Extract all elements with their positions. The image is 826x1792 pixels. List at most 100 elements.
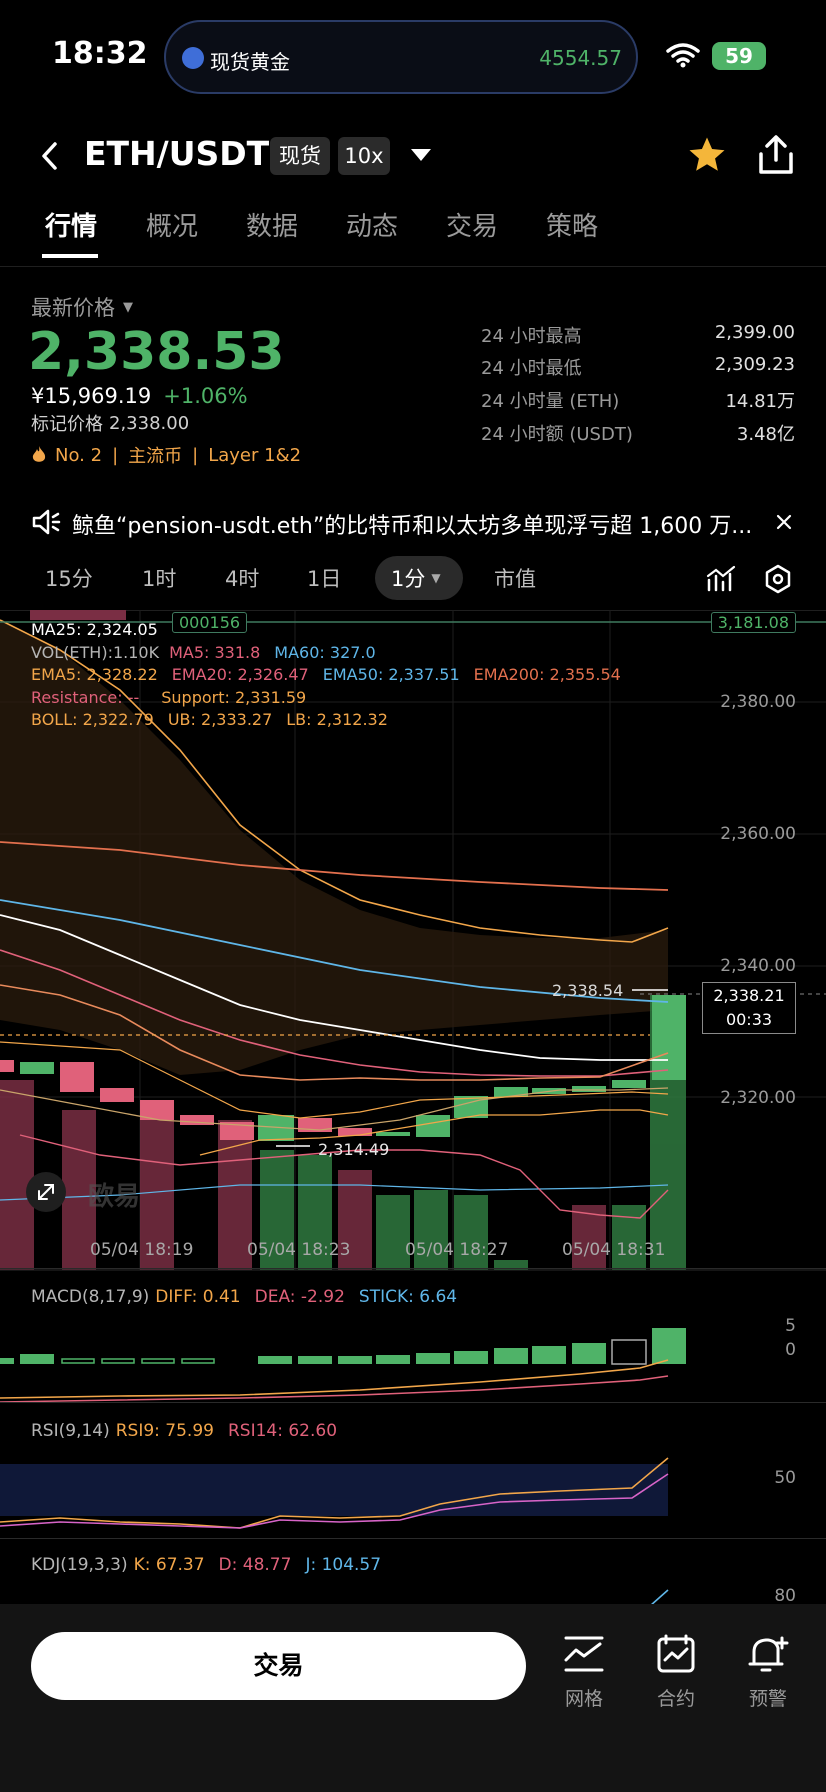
kdj-legend: KDJ(19,3,3) K: 67.37 D: 48.77 J: 104.57 bbox=[31, 1555, 381, 1575]
stat-high-value: 2,399.00 bbox=[714, 322, 795, 343]
bollinger-band-area bbox=[0, 620, 668, 1075]
tab-trade[interactable]: 交易 bbox=[446, 212, 499, 242]
time-axis-label: 05/04 18:19 bbox=[90, 1240, 194, 1260]
close-icon[interactable] bbox=[776, 514, 792, 530]
rsi9-value: RSI9: 75.99 bbox=[115, 1421, 214, 1441]
time-axis-label: 05/04 18:31 bbox=[562, 1240, 666, 1260]
category-layer[interactable]: Layer 1&2 bbox=[208, 444, 302, 466]
fullscreen-button[interactable] bbox=[26, 1172, 66, 1212]
timeframe-1m[interactable]: 1分 ▼ bbox=[391, 563, 441, 593]
candle-countdown: 00:33 bbox=[725, 1010, 773, 1029]
ma60-line bbox=[0, 1184, 669, 1201]
ma25-legend: MA25: 2,324.05 bbox=[31, 620, 158, 639]
last-price-marker-price: 2,338.21 bbox=[713, 986, 785, 1005]
top-line-tag: 000156 bbox=[172, 612, 248, 633]
active-tab-indicator bbox=[42, 254, 98, 258]
macd-chart bbox=[0, 1328, 686, 1403]
ema50-line bbox=[0, 899, 669, 1003]
mark-price: 2,338.00 bbox=[109, 412, 190, 434]
ema-legend-row: EMA5: 2,328.22 EMA20: 2,326.47 EMA50: 2,… bbox=[31, 665, 621, 684]
low-price-label: 2,314.49 bbox=[318, 1140, 390, 1159]
trade-button[interactable]: 交易 bbox=[31, 1632, 526, 1700]
tab-strategy[interactable]: 策略 bbox=[546, 212, 599, 242]
gold-ticker-icon bbox=[182, 47, 204, 69]
chart-top-divider bbox=[0, 610, 826, 611]
stat-turnover-label: 24 小时额 (USDT) bbox=[481, 424, 633, 445]
ma25-line bbox=[0, 914, 668, 1061]
rank-sep: | bbox=[112, 444, 119, 466]
macd-dea: DEA: -2.92 bbox=[254, 1287, 345, 1307]
vol-legend-row: VOL(ETH):1.10K MA5: 331.8 MA60: 327.0 bbox=[31, 643, 376, 662]
latest-price-label[interactable]: 最新价格 ▼ bbox=[31, 292, 133, 322]
sr-legend-row: Resistance: -- Support: 2,331.59 bbox=[31, 688, 306, 707]
contract-label[interactable]: 合约 bbox=[656, 1688, 695, 1710]
last-price-marker: 2,338.21 00:33 bbox=[702, 982, 796, 1034]
macd-axis-label: 5 bbox=[785, 1316, 796, 1336]
tab-market[interactable]: 行情 bbox=[45, 212, 98, 242]
timeframe-1h[interactable]: 1时 bbox=[142, 567, 177, 591]
category-mainstream[interactable]: 主流币 bbox=[128, 446, 183, 467]
ema5-legend: EMA5: 2,328.22 bbox=[31, 665, 158, 684]
macd-stick: STICK: 6.64 bbox=[358, 1287, 458, 1307]
macd-divider bbox=[0, 1268, 826, 1269]
ub-line bbox=[0, 619, 669, 943]
pair-title[interactable]: ETH/USDT bbox=[84, 134, 270, 173]
top-right-tag: 3,181.08 bbox=[710, 612, 796, 633]
tab-data[interactable]: 数据 bbox=[246, 212, 299, 242]
price-alert-label[interactable]: 预警 bbox=[748, 1688, 787, 1710]
timeframe-1d[interactable]: 1日 bbox=[307, 567, 342, 591]
lb-line bbox=[19, 1134, 669, 1219]
time-axis-label: 05/04 18:23 bbox=[247, 1240, 351, 1260]
share-icon[interactable] bbox=[756, 134, 796, 176]
news-ticker[interactable]: 鲸鱼“pension-usdt.eth”的比特币和以太坊多单现浮亏超 1,600… bbox=[72, 514, 753, 539]
support-legend: Support: 2,331.59 bbox=[161, 688, 307, 707]
tab-overview[interactable]: 概况 bbox=[146, 212, 199, 242]
macd-legend: MACD(8,17,9) DIFF: 0.41 DEA: -2.92 STICK… bbox=[31, 1287, 457, 1307]
main-tabs: 行情 概况 数据 动态 交易 策略 bbox=[0, 206, 826, 266]
price-axis-label: 2,380.00 bbox=[720, 692, 796, 712]
stat-volume-label: 24 小时量 (ETH) bbox=[481, 391, 620, 412]
ticker-value: 4554.57 bbox=[539, 46, 622, 70]
cny-row: ¥15,969.19 +1.06% bbox=[31, 384, 248, 408]
rank-sep: | bbox=[192, 444, 199, 466]
price-alert-icon[interactable] bbox=[738, 1634, 798, 1674]
macd-diff: DIFF: 0.41 bbox=[155, 1287, 241, 1307]
timeframe-15m[interactable]: 15分 bbox=[45, 567, 93, 591]
price-axis-label: 2,340.00 bbox=[720, 956, 796, 976]
rank-badge: No. 2 bbox=[55, 444, 103, 466]
stat-turnover-value: 3.48亿 bbox=[736, 424, 795, 445]
grid-trading-icon[interactable] bbox=[554, 1634, 614, 1674]
timeframe-1m-label: 1分 bbox=[391, 567, 426, 591]
resistance-legend: Resistance: -- bbox=[31, 688, 140, 707]
kdj-divider bbox=[0, 1538, 826, 1539]
candlestick-chart[interactable] bbox=[0, 610, 826, 1290]
last-price: 2,338.53 bbox=[28, 322, 285, 382]
ema200-line bbox=[0, 841, 669, 891]
last-price-line-label: 2,338.54 bbox=[552, 981, 624, 1000]
stat-low-value: 2,309.23 bbox=[714, 354, 795, 375]
contract-icon[interactable] bbox=[646, 1634, 706, 1674]
boll-legend-row: BOLL: 2,322.79 UB: 2,333.27 LB: 2,312.32 bbox=[31, 710, 388, 729]
cny-price: ¥15,969.19 bbox=[31, 384, 152, 408]
chart-settings-icon[interactable] bbox=[763, 564, 793, 594]
timeframe-4h[interactable]: 4时 bbox=[225, 567, 260, 591]
kdj-axis-label: 80 bbox=[774, 1586, 796, 1606]
tab-feed[interactable]: 动态 bbox=[346, 212, 399, 242]
speaker-icon bbox=[32, 509, 61, 535]
timeframe-marketcap[interactable]: 市值 bbox=[494, 567, 536, 591]
rsi-divider bbox=[0, 1402, 826, 1403]
grid-trading-label[interactable]: 网格 bbox=[564, 1688, 603, 1710]
back-icon[interactable] bbox=[38, 140, 62, 172]
pair-dropdown-icon[interactable] bbox=[410, 148, 432, 162]
ema5-line bbox=[0, 984, 669, 1081]
tabs-divider bbox=[0, 266, 826, 267]
favorite-star-icon[interactable] bbox=[686, 134, 728, 176]
leverage-tag: 10x bbox=[338, 137, 390, 175]
dynamic-island-ticker[interactable]: 现货黄金 4554.57 bbox=[164, 20, 638, 94]
kdj-chart bbox=[649, 1589, 669, 1606]
mark-price-row: 标记价格 2,338.00 bbox=[31, 410, 189, 436]
flame-icon bbox=[32, 446, 46, 462]
ema20-line bbox=[0, 949, 669, 1077]
indicator-icon[interactable] bbox=[706, 564, 736, 594]
status-time: 18:32 bbox=[52, 36, 148, 71]
